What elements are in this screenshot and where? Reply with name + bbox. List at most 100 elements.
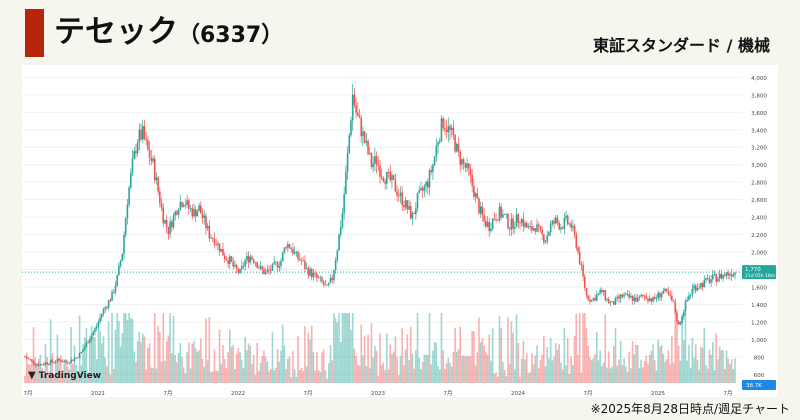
candle-body xyxy=(172,215,175,228)
candle-body xyxy=(46,362,48,365)
candle-body xyxy=(244,260,246,267)
candle-body xyxy=(379,165,381,177)
volume-bar xyxy=(68,369,71,383)
candle-body xyxy=(618,296,620,299)
y-tick-label: 3,400 xyxy=(751,128,767,134)
volume-bar xyxy=(599,350,601,383)
volume-bar xyxy=(529,372,531,383)
volume-bar xyxy=(297,336,299,383)
candle-body xyxy=(561,227,564,229)
volume-bar xyxy=(276,348,279,383)
volume-bar xyxy=(42,374,45,383)
volume-bar xyxy=(498,316,501,383)
volume-bar xyxy=(184,373,187,383)
volume-bar xyxy=(433,341,436,383)
candle-body xyxy=(488,221,491,232)
volume-bar xyxy=(512,332,514,383)
candle-body xyxy=(415,208,417,214)
volume-bar xyxy=(478,317,480,383)
volume-bar xyxy=(647,363,649,383)
volume-bar xyxy=(404,349,407,383)
volume-bar xyxy=(462,355,465,383)
candle-body xyxy=(514,226,516,229)
candle-body xyxy=(246,255,248,261)
volume-bar xyxy=(403,365,405,383)
volume-bar xyxy=(717,359,719,383)
volume-bar xyxy=(677,345,680,383)
volume-bar xyxy=(623,357,625,383)
candle-body xyxy=(732,274,735,277)
volume-bar xyxy=(229,329,231,383)
volume-bar xyxy=(273,370,275,383)
volume-bar xyxy=(170,353,173,383)
volume-bar xyxy=(61,370,64,383)
candle-body xyxy=(384,181,386,184)
candle-body xyxy=(39,364,42,366)
volume-bar xyxy=(454,327,456,383)
volume-bar xyxy=(167,335,170,383)
volume-bar xyxy=(101,343,103,383)
volume-bar xyxy=(191,343,194,383)
volume-bar xyxy=(609,368,612,383)
volume-bar xyxy=(698,369,700,383)
candle-body xyxy=(669,294,671,296)
candle-body xyxy=(145,138,147,141)
volume-bar xyxy=(701,347,704,383)
candle-body xyxy=(496,220,499,221)
candle-body xyxy=(317,277,320,279)
candle-body xyxy=(276,262,279,268)
volume-bar xyxy=(483,345,485,383)
candle-body xyxy=(392,174,395,180)
candle-body xyxy=(713,274,716,275)
volume-bar xyxy=(334,318,337,383)
candlestick-chart[interactable]: 7月 2021 7月 2022 7月 2023 7月 2024 7月 2025 7月 xyxy=(22,65,742,397)
price-axis[interactable]: 4,000 3,800 3,600 3,400 3,200 3,000 2,800 2,600… xyxy=(742,65,778,397)
candle-body xyxy=(403,205,405,208)
candle-body xyxy=(343,194,345,214)
volume-bar xyxy=(587,346,590,383)
volume-bar xyxy=(659,346,661,383)
volume-bar xyxy=(119,346,122,383)
volume-bar xyxy=(261,356,264,383)
candle-body xyxy=(232,261,235,267)
candle-body xyxy=(275,261,277,263)
candle-body xyxy=(97,321,100,327)
volume-bar xyxy=(36,363,38,383)
y-tick-label: 3,200 xyxy=(751,146,767,152)
candle-body xyxy=(614,297,617,305)
candle-body xyxy=(198,205,200,212)
candle-body xyxy=(111,292,113,301)
volume-bar xyxy=(590,360,593,383)
candle-body xyxy=(305,267,308,269)
candle-body xyxy=(300,259,303,261)
volume-bar xyxy=(541,354,543,383)
volume-bar xyxy=(413,368,415,383)
volume-bar xyxy=(624,366,627,383)
candle-body xyxy=(391,174,393,181)
volume-bar xyxy=(476,352,479,383)
volume-bar xyxy=(657,339,659,383)
candle-body xyxy=(203,215,206,218)
volume-bar xyxy=(575,313,578,383)
candle-body xyxy=(705,277,707,280)
volume-bar xyxy=(53,374,55,383)
candle-body xyxy=(433,156,436,165)
candle-body xyxy=(611,301,613,303)
volume-bar xyxy=(339,342,342,383)
candle-body xyxy=(638,296,641,298)
stock-code: （6337） xyxy=(178,23,284,48)
candle-body xyxy=(333,270,335,281)
candle-body xyxy=(520,218,523,223)
candle-body xyxy=(182,204,185,207)
chart-panel[interactable]: 7月 2021 7月 2022 7月 2023 7月 2024 7月 2025 7月 xyxy=(22,65,742,397)
candle-body xyxy=(522,218,525,227)
candle-body xyxy=(73,358,76,361)
candle-body xyxy=(140,129,142,140)
volume-bar xyxy=(488,334,491,383)
volume-bar xyxy=(298,369,301,383)
volume-bar xyxy=(258,370,260,383)
volume-bar xyxy=(473,331,475,383)
volume-bar xyxy=(85,327,88,383)
volume-bar xyxy=(577,355,579,383)
volume-bar xyxy=(471,330,473,383)
